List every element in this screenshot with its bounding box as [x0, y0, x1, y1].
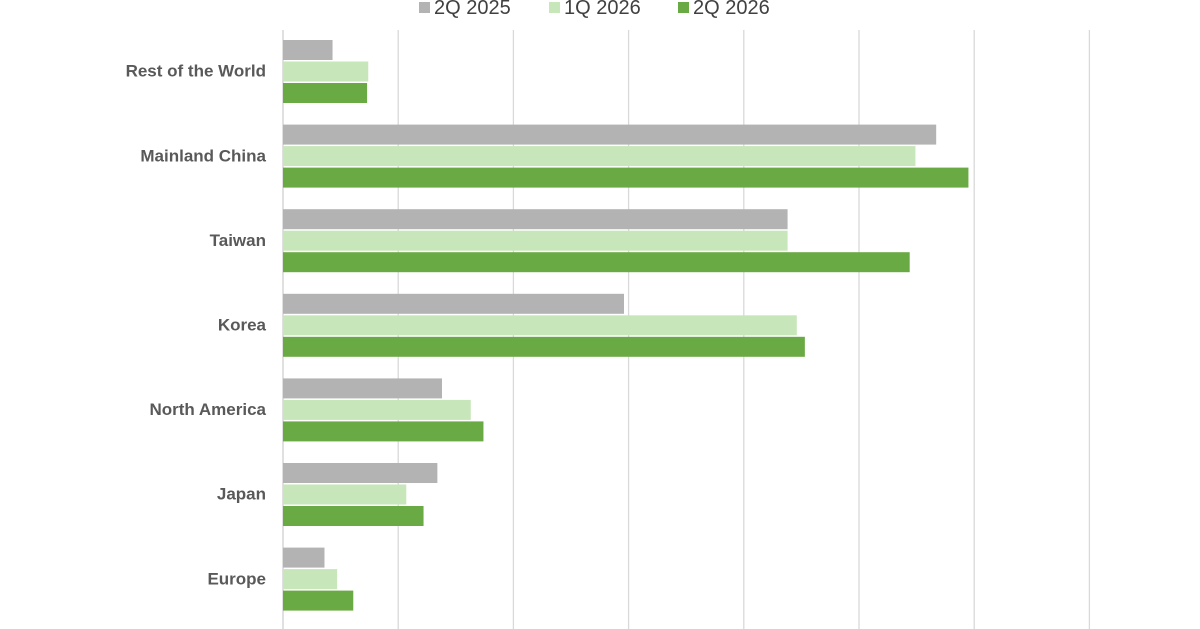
bar: [283, 421, 484, 442]
legend-label: 1Q 2026: [564, 0, 641, 19]
bar: [283, 40, 333, 60]
bar: [283, 569, 338, 590]
bar: [283, 61, 369, 82]
bar: [283, 83, 368, 103]
bar: [283, 315, 797, 336]
category-label: Europe: [207, 569, 266, 588]
bar: [283, 399, 471, 420]
bar: [283, 252, 910, 273]
bar: [283, 293, 624, 314]
category-group: [283, 463, 438, 526]
bar: [283, 146, 916, 167]
legend-label: 2Q 2025: [434, 0, 511, 19]
legend-label: 2Q 2026: [693, 0, 770, 19]
legend-item: 2Q 2026: [678, 0, 770, 19]
legend: 2Q 2025 1Q 2026 2Q 2026: [419, 0, 770, 19]
category-group: [283, 40, 369, 103]
bar: [283, 124, 937, 145]
legend-item: 1Q 2026: [549, 0, 641, 19]
bar: [283, 336, 805, 357]
category-group: [283, 547, 354, 611]
legend-item: 2Q 2025: [419, 0, 511, 19]
legend-swatch: [549, 2, 560, 13]
category-group: [283, 124, 969, 188]
category-label: Mainland China: [140, 146, 266, 165]
bar: [283, 463, 438, 483]
category-label: Korea: [218, 316, 267, 335]
legend-swatch: [678, 2, 689, 13]
category-group: [283, 209, 910, 273]
bar: [283, 547, 325, 568]
legend-swatch: [419, 2, 430, 13]
bar: [283, 209, 788, 230]
category-group: [283, 293, 805, 357]
category-labels: Rest of the World Mainland China Taiwan Kor…: [126, 62, 267, 589]
category-label: Rest of the World: [126, 62, 266, 81]
category-group: [283, 378, 484, 442]
bar: [283, 484, 407, 505]
category-label: Taiwan: [210, 231, 266, 250]
bar: [283, 378, 442, 399]
bar-groups: [283, 40, 969, 611]
bar: [283, 167, 969, 188]
bar: [283, 590, 354, 611]
bar: [283, 506, 424, 526]
category-label: Japan: [217, 485, 266, 504]
bar: [283, 230, 788, 251]
category-label: North America: [149, 400, 266, 419]
